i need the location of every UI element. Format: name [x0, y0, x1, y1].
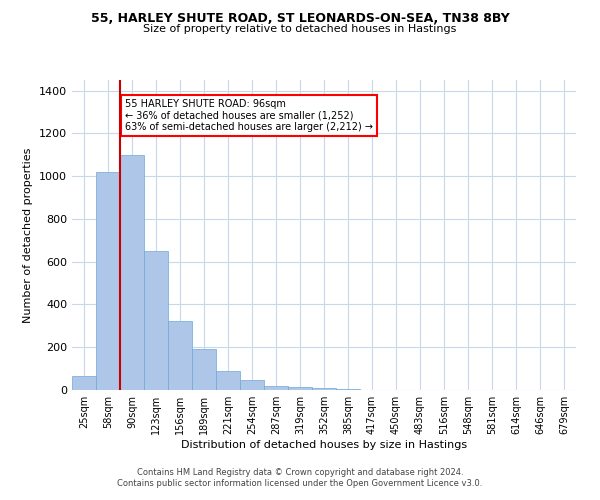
- Bar: [264, 386, 288, 390]
- Bar: [216, 371, 240, 390]
- Bar: [192, 350, 216, 390]
- Text: 55, HARLEY SHUTE ROAD, ST LEONARDS-ON-SEA, TN38 8BY: 55, HARLEY SHUTE ROAD, ST LEONARDS-ON-SE…: [91, 12, 509, 26]
- Text: 55 HARLEY SHUTE ROAD: 96sqm
← 36% of detached houses are smaller (1,252)
63% of : 55 HARLEY SHUTE ROAD: 96sqm ← 36% of det…: [125, 99, 373, 132]
- Text: Contains HM Land Registry data © Crown copyright and database right 2024.
Contai: Contains HM Land Registry data © Crown c…: [118, 468, 482, 487]
- Y-axis label: Number of detached properties: Number of detached properties: [23, 148, 34, 322]
- Bar: [168, 320, 192, 390]
- Bar: [72, 376, 96, 390]
- Bar: [96, 172, 120, 390]
- Bar: [144, 251, 168, 390]
- Text: Size of property relative to detached houses in Hastings: Size of property relative to detached ho…: [143, 24, 457, 34]
- X-axis label: Distribution of detached houses by size in Hastings: Distribution of detached houses by size …: [181, 440, 467, 450]
- Bar: [312, 388, 336, 390]
- Bar: [240, 380, 264, 390]
- Bar: [336, 389, 360, 390]
- Bar: [120, 155, 144, 390]
- Bar: [288, 387, 312, 390]
